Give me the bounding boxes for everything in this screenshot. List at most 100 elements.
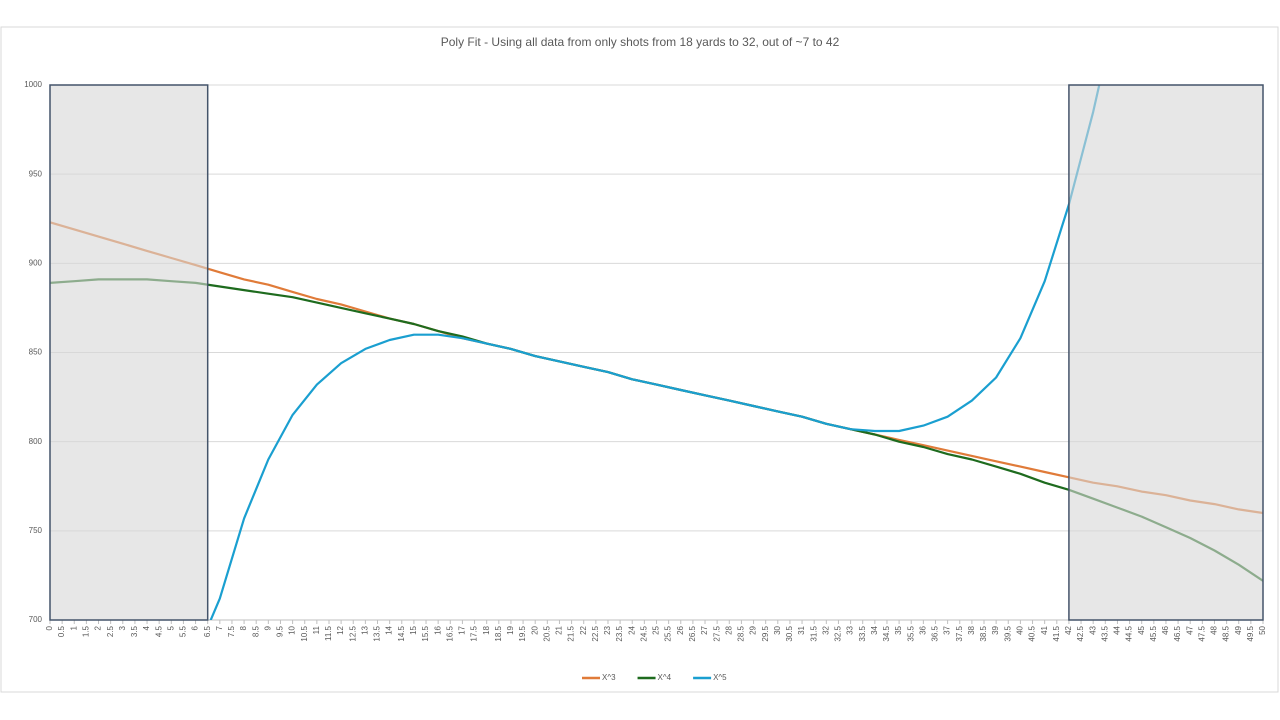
x-tick-label: 27.5 bbox=[712, 625, 721, 641]
x-tick-label: 15.5 bbox=[421, 625, 430, 641]
x-tick-label: 33 bbox=[846, 625, 855, 634]
series-line bbox=[209, 85, 1101, 620]
y-tick-label: 950 bbox=[29, 169, 43, 178]
shaded-range bbox=[49, 84, 209, 621]
x-tick-label: 40 bbox=[1016, 625, 1025, 634]
x-tick-label: 49 bbox=[1234, 625, 1243, 634]
x-tick-label: 46 bbox=[1161, 625, 1170, 634]
x-tick-label: 0 bbox=[45, 625, 54, 630]
x-tick-label: 7 bbox=[215, 625, 224, 630]
x-tick-label: 48 bbox=[1210, 625, 1219, 634]
x-tick-label: 37 bbox=[943, 625, 952, 634]
x-tick-label: 2 bbox=[94, 625, 103, 630]
x-tick-label: 5 bbox=[166, 625, 175, 630]
x-tick-label: 14 bbox=[385, 625, 394, 634]
x-tick-label: 19 bbox=[506, 625, 515, 634]
x-tick-label: 43 bbox=[1088, 625, 1097, 634]
x-tick-label: 39 bbox=[991, 625, 1000, 634]
x-tick-label: 16.5 bbox=[445, 625, 454, 641]
x-tick-label: 46.5 bbox=[1173, 625, 1182, 641]
x-tick-label: 3.5 bbox=[130, 625, 139, 637]
x-tick-label: 21 bbox=[555, 625, 564, 634]
x-tick-label: 10.5 bbox=[300, 625, 309, 641]
y-tick-label: 900 bbox=[29, 258, 43, 267]
legend-label: X^3 bbox=[602, 673, 616, 682]
x-tick-label: 24.5 bbox=[639, 625, 648, 641]
x-tick-label: 3 bbox=[118, 625, 127, 630]
x-tick-label: 7.5 bbox=[227, 625, 236, 637]
y-tick-label: 750 bbox=[29, 526, 43, 535]
x-tick-label: 34 bbox=[870, 625, 879, 634]
x-tick-label: 42 bbox=[1064, 625, 1073, 634]
x-tick-label: 21.5 bbox=[567, 625, 576, 641]
x-tick-label: 20.5 bbox=[542, 625, 551, 641]
x-tick-label: 38 bbox=[967, 625, 976, 634]
x-tick-label: 26.5 bbox=[688, 625, 697, 641]
x-tick-label: 29.5 bbox=[761, 625, 770, 641]
x-tick-label: 24 bbox=[627, 625, 636, 634]
x-tick-label: 32.5 bbox=[834, 625, 843, 641]
x-tick-label: 49.5 bbox=[1246, 625, 1255, 641]
x-tick-label: 30 bbox=[773, 625, 782, 634]
x-tick-label: 9 bbox=[263, 625, 272, 630]
x-tick-label: 15 bbox=[409, 625, 418, 634]
x-tick-label: 30.5 bbox=[785, 625, 794, 641]
x-tick-label: 5.5 bbox=[179, 625, 188, 637]
x-tick-label: 34.5 bbox=[882, 625, 891, 641]
x-tick-label: 26 bbox=[676, 625, 685, 634]
x-tick-label: 32 bbox=[821, 625, 830, 634]
y-tick-label: 800 bbox=[29, 437, 43, 446]
x-tick-label: 12 bbox=[336, 625, 345, 634]
x-tick-label: 12.5 bbox=[348, 625, 357, 641]
x-tick-label: 10 bbox=[288, 625, 297, 634]
x-tick-label: 11.5 bbox=[324, 625, 333, 641]
x-tick-label: 44.5 bbox=[1125, 625, 1134, 641]
x-tick-label: 41 bbox=[1040, 625, 1049, 634]
x-tick-label: 43.5 bbox=[1100, 625, 1109, 641]
x-tick-label: 0.5 bbox=[57, 625, 66, 637]
x-tick-label: 14.5 bbox=[397, 625, 406, 641]
plot-lines bbox=[50, 85, 1263, 620]
x-tick-label: 45.5 bbox=[1149, 625, 1158, 641]
y-tick-label: 1000 bbox=[24, 80, 42, 89]
x-tick-label: 50 bbox=[1258, 625, 1267, 634]
x-tick-label: 6 bbox=[191, 625, 200, 630]
x-tick-label: 13.5 bbox=[373, 625, 382, 641]
x-tick-label: 35.5 bbox=[906, 625, 915, 641]
x-tick-label: 47.5 bbox=[1197, 625, 1206, 641]
x-tick-label: 13 bbox=[360, 625, 369, 634]
x-tick-label: 39.5 bbox=[1003, 625, 1012, 641]
chart-title: Poly Fit - Using all data from only shot… bbox=[441, 35, 840, 49]
x-tick-label: 1 bbox=[69, 625, 78, 630]
x-tick-label: 20 bbox=[530, 625, 539, 634]
x-tick-label: 23 bbox=[603, 625, 612, 634]
x-tick-label: 25.5 bbox=[664, 625, 673, 641]
x-tick-label: 36 bbox=[918, 625, 927, 634]
x-tick-label: 37.5 bbox=[955, 625, 964, 641]
x-tick-label: 48.5 bbox=[1222, 625, 1231, 641]
x-tick-label: 23.5 bbox=[615, 625, 624, 641]
x-tick-label: 6.5 bbox=[203, 625, 212, 637]
x-tick-label: 18 bbox=[482, 625, 491, 634]
y-tick-label: 850 bbox=[29, 348, 43, 357]
x-tick-label: 33.5 bbox=[858, 625, 867, 641]
x-tick-label: 44 bbox=[1113, 625, 1122, 634]
x-tick-label: 38.5 bbox=[979, 625, 988, 641]
legend-label: X^4 bbox=[658, 673, 672, 682]
x-tick-label: 22.5 bbox=[591, 625, 600, 641]
legend-label: X^5 bbox=[713, 673, 727, 682]
x-tick-label: 25 bbox=[652, 625, 661, 634]
x-tick-label: 8.5 bbox=[251, 625, 260, 637]
x-tick-label: 42.5 bbox=[1076, 625, 1085, 641]
x-tick-label: 8 bbox=[239, 625, 248, 630]
x-tick-label: 2.5 bbox=[106, 625, 115, 637]
x-tick-label: 4.5 bbox=[154, 625, 163, 637]
x-tick-label: 17 bbox=[458, 625, 467, 634]
x-tick-label: 27 bbox=[700, 625, 709, 634]
x-tick-label: 1.5 bbox=[81, 625, 90, 637]
x-tick-label: 47 bbox=[1185, 625, 1194, 634]
x-tick-label: 31 bbox=[797, 625, 806, 634]
x-tick-label: 16 bbox=[433, 625, 442, 634]
x-tick-label: 11 bbox=[312, 625, 321, 634]
